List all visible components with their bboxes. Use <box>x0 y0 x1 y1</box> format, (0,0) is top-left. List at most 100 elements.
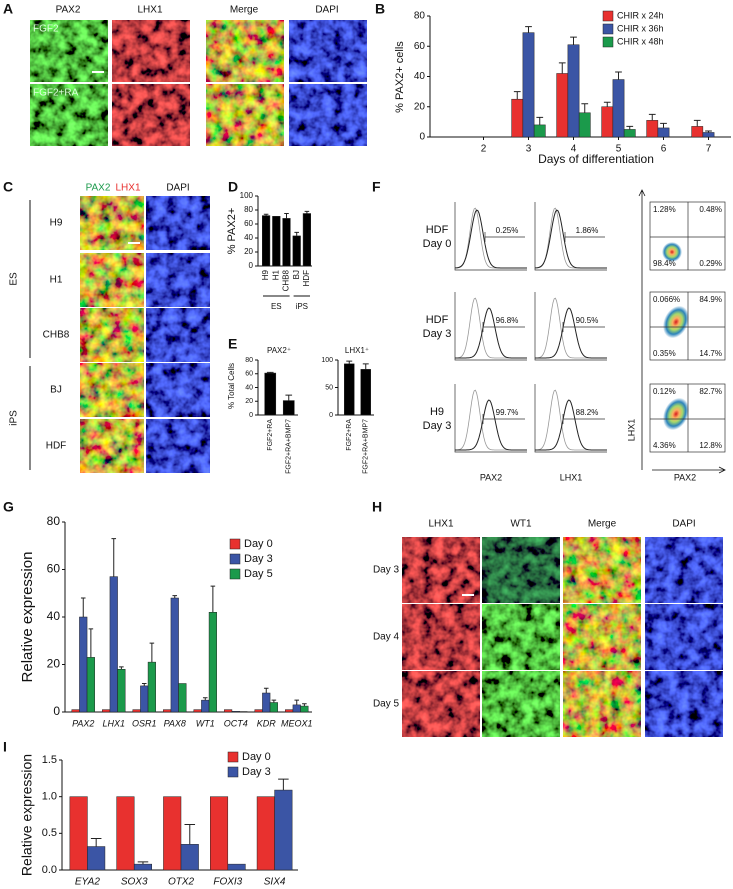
panel-letter: E <box>228 336 237 352</box>
row-label: HDF <box>46 441 67 452</box>
y-tick-label: 0.0 <box>42 864 57 876</box>
y-tick-label: 0 <box>329 412 333 419</box>
bar <box>102 709 111 713</box>
population <box>662 242 682 262</box>
dot-plot-frame <box>649 291 726 361</box>
row-label: Day 0 <box>423 238 452 250</box>
row-label: CHB8 <box>43 330 70 341</box>
bar <box>556 73 569 138</box>
gate-percent: 88.2% <box>576 408 599 417</box>
axis-arrows <box>638 189 726 474</box>
x-tick-label: OCT4 <box>224 718 248 728</box>
bar <box>210 796 229 871</box>
chart-title: PAX2⁺ <box>267 346 291 355</box>
histogram-sample <box>455 307 527 359</box>
y-tick-label: 20 <box>244 247 253 256</box>
quadrant-percent: 4.36% <box>653 441 676 450</box>
dot-plot-frame <box>649 201 726 271</box>
micrograph-texture <box>146 253 210 307</box>
error-bar <box>626 125 634 130</box>
histogram-axes <box>454 384 527 453</box>
group-label: iPS <box>9 410 20 426</box>
micrograph-texture <box>146 308 210 362</box>
gate-percent: 90.5% <box>576 316 599 325</box>
error-bar <box>705 130 712 133</box>
quadrant-percent: 0.35% <box>653 349 676 358</box>
error-bar <box>119 666 124 670</box>
micrograph-texture <box>80 196 144 250</box>
y-axis-label: % PAX2+ <box>226 208 238 255</box>
panel-letter: I <box>3 739 7 755</box>
column-header: WT1 <box>510 519 532 530</box>
legend-label: Day 0 <box>242 751 271 763</box>
y-tick-label: 1.5 <box>42 754 57 766</box>
y-tick-label: 100 <box>321 357 333 364</box>
error-bar <box>302 703 307 707</box>
column-header: DAPI <box>166 183 189 194</box>
legend-label: Day 3 <box>242 766 271 778</box>
x-tick-label: 4 <box>571 144 577 155</box>
y-tick-label: 20 <box>245 398 253 405</box>
error-bar <box>536 116 544 125</box>
error-bar <box>202 697 208 701</box>
x-tick-label: CHB8 <box>282 269 291 291</box>
quadrant-percent: 84.9% <box>699 295 722 304</box>
histogram-axes <box>534 292 607 361</box>
y-tick-label: 40 <box>244 233 253 242</box>
bar <box>360 369 371 416</box>
bar <box>302 213 311 267</box>
error-bar <box>263 687 269 693</box>
gate <box>562 322 605 332</box>
x-tick-label: OTX2 <box>168 877 195 888</box>
row-label: Day 3 <box>423 328 452 340</box>
panel-letter: F <box>372 179 381 195</box>
bar <box>702 132 715 138</box>
micrograph-texture <box>563 671 641 737</box>
quadrant-percent: 0.48% <box>699 205 722 214</box>
chart-title: LHX1⁺ <box>345 346 369 355</box>
gate-percent: 99.7% <box>496 408 519 417</box>
bar <box>612 79 625 138</box>
bar <box>231 711 240 713</box>
error-bar <box>266 371 274 374</box>
micrograph-texture <box>146 363 210 417</box>
error-bar <box>172 595 178 598</box>
group-label: ES <box>9 272 20 286</box>
bar <box>691 126 704 138</box>
y-tick-label: 60 <box>47 562 61 576</box>
micrograph-texture <box>402 671 480 737</box>
micrograph-texture <box>80 253 144 307</box>
panel-letter: B <box>375 1 385 17</box>
row-label: H1 <box>50 275 63 286</box>
bar <box>646 120 659 138</box>
bar <box>264 372 277 416</box>
histogram-axes <box>454 292 527 361</box>
legend-swatch <box>602 10 614 22</box>
row-label: Day 3 <box>423 420 452 432</box>
y-axis-label: Relative expression <box>19 552 36 683</box>
legend-swatch <box>602 36 614 48</box>
x-tick-label: FGF2+RA <box>267 419 274 451</box>
column-header: Merge <box>588 519 617 530</box>
legend-label: Day 0 <box>244 538 273 550</box>
bar <box>117 669 126 713</box>
quadrant-percent: 14.7% <box>699 349 722 358</box>
error-bar <box>141 683 147 686</box>
micrograph-texture <box>402 604 480 670</box>
micrograph-texture <box>289 84 367 146</box>
bar <box>272 216 281 267</box>
y-tick-label: 80 <box>414 11 426 22</box>
micrograph-texture <box>112 84 190 146</box>
x-axis-label: Days of differentiation <box>538 152 654 166</box>
row-label: FGF2 <box>33 24 59 35</box>
bar <box>522 32 535 138</box>
bar <box>567 44 580 138</box>
legend-swatch <box>229 568 241 580</box>
bar <box>170 597 179 713</box>
error-bar <box>88 628 94 658</box>
bar <box>227 863 246 871</box>
micrograph-texture <box>112 20 190 82</box>
bar <box>163 709 172 713</box>
bar <box>193 709 202 713</box>
bar <box>147 661 156 713</box>
